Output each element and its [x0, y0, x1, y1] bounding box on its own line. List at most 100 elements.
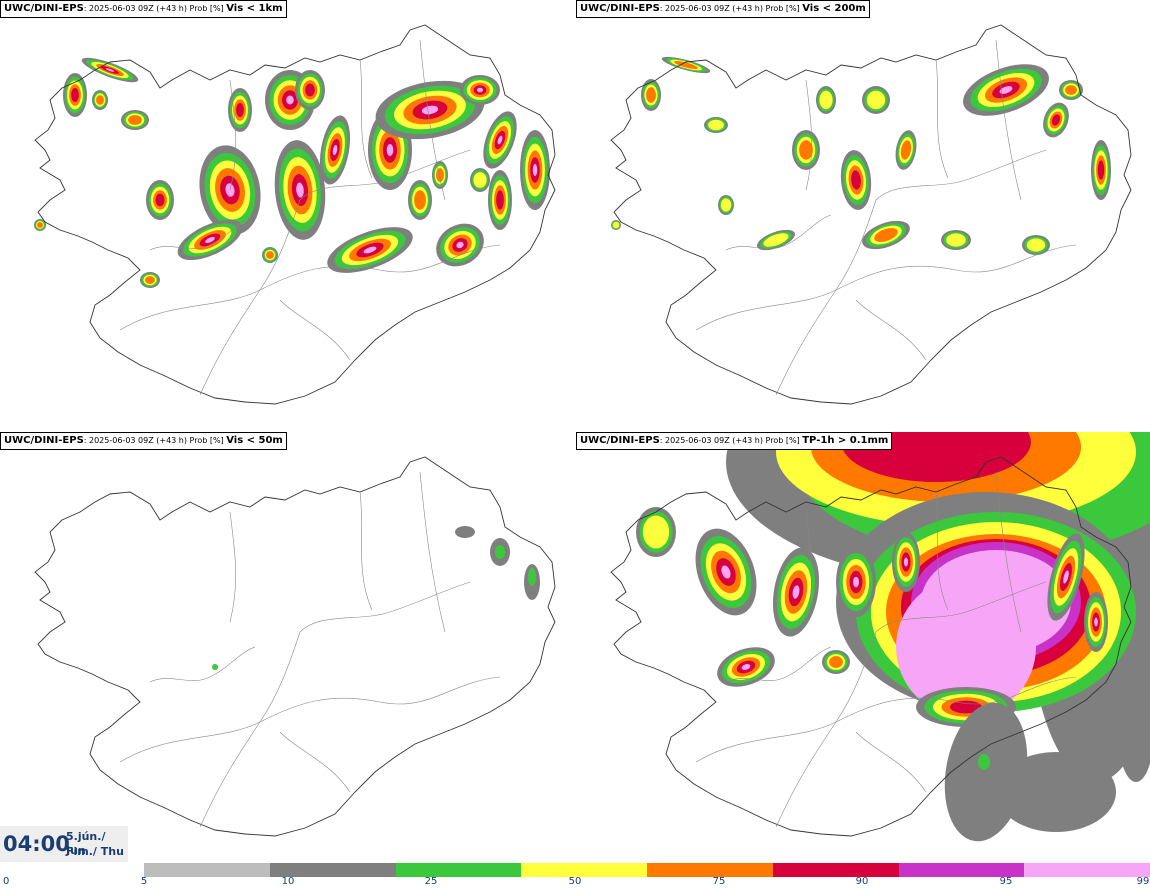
probability-area	[741, 664, 751, 670]
region-border	[695, 244, 1077, 331]
colorbar-tick-label: 25	[424, 876, 438, 887]
probability-area	[128, 115, 142, 125]
coastline	[610, 24, 1132, 405]
region-border	[149, 214, 256, 251]
valid-time-clock: 04:00	[3, 832, 70, 856]
probability-area	[721, 565, 731, 579]
colorbar-ticks: 0 5 10 25 50 75 90 95 99	[0, 876, 1150, 890]
iceland-map	[34, 456, 556, 837]
probability-area	[874, 228, 898, 242]
probability-area	[900, 140, 912, 160]
iceland-map	[34, 24, 556, 405]
colorbar-tick-label: 10	[281, 876, 295, 887]
colorbar-segment	[269, 863, 396, 877]
map-panel-vis-1km: UWC/DINI-EPS: 2025-06-03 09Z (+43 h) Pro…	[0, 0, 574, 430]
panel-source: UWC/DINI-EPS	[580, 435, 660, 446]
colorbar-tick-label: 90	[855, 876, 869, 887]
probability-area	[851, 170, 861, 190]
probability-area	[477, 87, 483, 93]
probability-area	[145, 276, 155, 284]
colorbar-tick-label: 50	[568, 876, 582, 887]
region-border	[199, 631, 301, 828]
probability-colorbar	[144, 863, 1150, 877]
panel-title: UWC/DINI-EPS: 2025-06-03 09Z (+43 h) Pro…	[576, 0, 870, 18]
probability-area	[999, 86, 1013, 94]
colorbar-segment	[144, 863, 270, 877]
probability-area	[456, 241, 464, 249]
probability-area	[266, 251, 274, 259]
colorbar-segment	[521, 863, 647, 877]
region-border	[725, 214, 832, 251]
region-border	[725, 646, 832, 683]
probability-area	[455, 526, 475, 538]
colorbar-tick-label: 5	[140, 876, 148, 887]
panel-title: UWC/DINI-EPS: 2025-06-03 09Z (+43 h) Pro…	[0, 432, 287, 450]
valid-date-line: 5.jún./ Jun	[66, 830, 106, 857]
probability-area	[1097, 160, 1105, 180]
iceland-map	[610, 24, 1132, 405]
panel-title: UWC/DINI-EPS: 2025-06-03 09Z (+43 h) Pro…	[0, 0, 287, 18]
region-border	[119, 676, 501, 763]
probability-area	[105, 68, 115, 72]
panel-source: UWC/DINI-EPS	[4, 3, 84, 14]
probability-area	[496, 190, 504, 210]
probability-area	[332, 144, 338, 156]
probability-area	[946, 233, 966, 247]
region-border	[695, 676, 1077, 763]
probability-area	[1094, 617, 1098, 627]
region-border	[279, 299, 351, 361]
region-border	[199, 199, 301, 396]
coastline	[34, 456, 556, 837]
region-border	[119, 244, 501, 331]
region-border	[875, 581, 1047, 633]
region-border	[419, 471, 446, 633]
probability-area	[414, 190, 426, 210]
probability-area	[296, 182, 304, 198]
region-border	[995, 39, 1022, 201]
map-panel-precip: UWC/DINI-EPS: 2025-06-03 09Z (+43 h) Pro…	[576, 432, 1150, 862]
region-border	[299, 581, 471, 633]
probability-area	[71, 87, 79, 103]
map-panel-vis-200m: UWC/DINI-EPS: 2025-06-03 09Z (+43 h) Pro…	[576, 0, 1150, 430]
probability-area	[497, 135, 503, 145]
region-border	[299, 149, 471, 201]
probability-area	[903, 557, 909, 567]
region-border	[935, 59, 949, 179]
panel-variable: Vis < 50m	[226, 435, 283, 446]
probability-area	[436, 168, 444, 182]
colorbar-segment	[1024, 863, 1150, 877]
region-border	[805, 511, 813, 623]
region-border	[775, 631, 877, 828]
probability-area	[646, 87, 656, 103]
probability-area	[37, 222, 43, 228]
region-border	[995, 471, 1022, 633]
region-border	[229, 511, 237, 623]
probability-area	[305, 83, 315, 97]
region-border	[875, 149, 1047, 201]
panel-meta: : 2025-06-03 09Z (+43 h) Prob [%]	[659, 4, 803, 13]
probability-area	[1118, 682, 1150, 782]
probability-area	[286, 95, 294, 105]
region-border	[935, 491, 949, 611]
colorbar-tick-label: 95	[999, 876, 1013, 887]
colorbar-tick-label: 99	[1136, 876, 1150, 887]
colorbar-tick-label: 0	[3, 876, 10, 887]
probability-area	[792, 585, 800, 599]
probability-area	[1026, 238, 1046, 252]
panel-meta: : 2025-06-03 09Z (+43 h) Prob [%]	[83, 4, 227, 13]
panel-variable: Vis < 200m	[802, 3, 866, 14]
colorbar-tick-label: 75	[712, 876, 726, 887]
map-panel-vis-50m: UWC/DINI-EPS: 2025-06-03 09Z (+43 h) Pro…	[0, 432, 574, 862]
coastline	[610, 456, 1132, 837]
region-border	[149, 646, 256, 683]
region-border	[359, 59, 373, 179]
iceland-map	[610, 432, 1150, 842]
probability-area	[978, 754, 990, 770]
probability-area	[996, 752, 1116, 832]
region-border	[359, 491, 373, 611]
probability-area	[96, 95, 104, 105]
region-border	[805, 79, 813, 191]
probability-area	[642, 515, 670, 549]
probability-area	[720, 198, 732, 212]
panel-variable: TP-1h > 0.1mm	[802, 435, 889, 446]
